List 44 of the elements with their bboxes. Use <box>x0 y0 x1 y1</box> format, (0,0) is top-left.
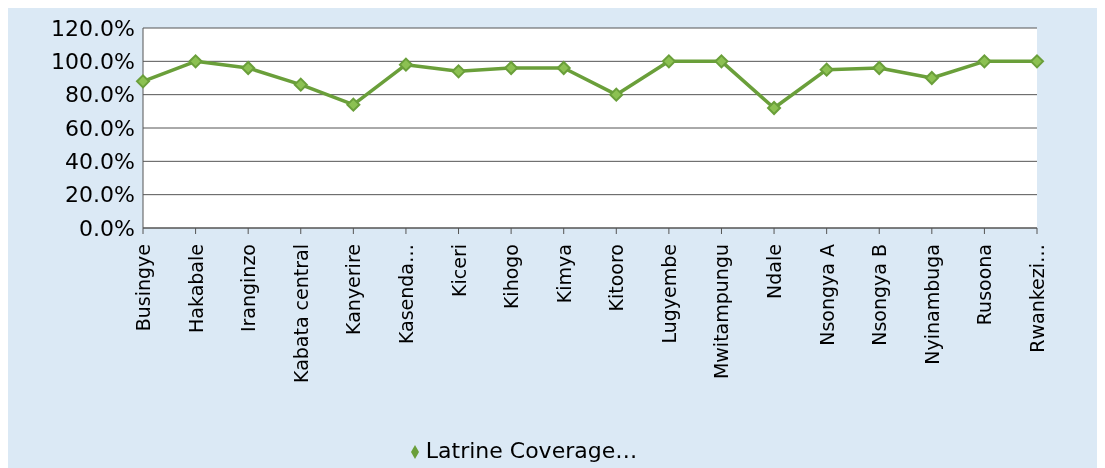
point <box>293 77 308 92</box>
x-tick-label: Lugyembe <box>657 244 680 344</box>
x-tick-label: Nsongya A <box>815 244 838 346</box>
y-tick-label: 100.0% <box>51 49 135 75</box>
y-tick-label: 80.0% <box>65 82 135 108</box>
point <box>924 71 939 85</box>
point <box>767 101 782 115</box>
point <box>346 97 361 112</box>
point <box>188 54 203 69</box>
x-tick-label: Ndale <box>763 244 786 299</box>
point <box>661 54 676 69</box>
point <box>398 57 413 72</box>
point <box>714 54 729 69</box>
x-tick-label: Rwankezi… <box>1026 244 1048 353</box>
x-tick-label: Kiceri <box>447 244 470 297</box>
x-tick-label: Kanyerire <box>342 244 365 335</box>
point <box>977 54 992 69</box>
point <box>609 87 624 102</box>
y-tick-label: 0.0% <box>79 215 135 241</box>
x-tick-label: Rusoona <box>973 244 996 326</box>
point <box>241 61 256 75</box>
point <box>504 61 519 75</box>
x-tick-label: Kabata central <box>289 244 312 383</box>
x-tick-label: Busingye <box>132 244 154 332</box>
legend-label: Latrine Coverage… <box>425 438 638 463</box>
point <box>1030 54 1044 69</box>
y-tick-label: 60.0% <box>65 115 135 141</box>
point <box>556 61 571 75</box>
point <box>136 74 150 89</box>
x-tick-label: Nyinambuga <box>920 244 943 365</box>
x-tick-label: Kasenda… <box>394 244 417 345</box>
point <box>819 62 834 77</box>
point <box>451 64 466 79</box>
point <box>872 61 887 75</box>
y-tick-label: 40.0% <box>65 149 135 175</box>
x-tick-label: Kihogo <box>500 244 523 310</box>
y-tick-label: 120.0% <box>51 15 135 41</box>
x-tick-label: Nsongya B <box>868 244 891 346</box>
x-tick-label: Hakabale <box>184 244 207 333</box>
x-tick-label: Kitooro <box>605 244 628 312</box>
x-tick-label: Kimya <box>552 244 575 304</box>
x-tick-label: Mwitampungu <box>710 244 733 380</box>
x-tick-label: Iranginzo <box>237 244 260 333</box>
y-tick-label: 20.0% <box>65 182 135 208</box>
